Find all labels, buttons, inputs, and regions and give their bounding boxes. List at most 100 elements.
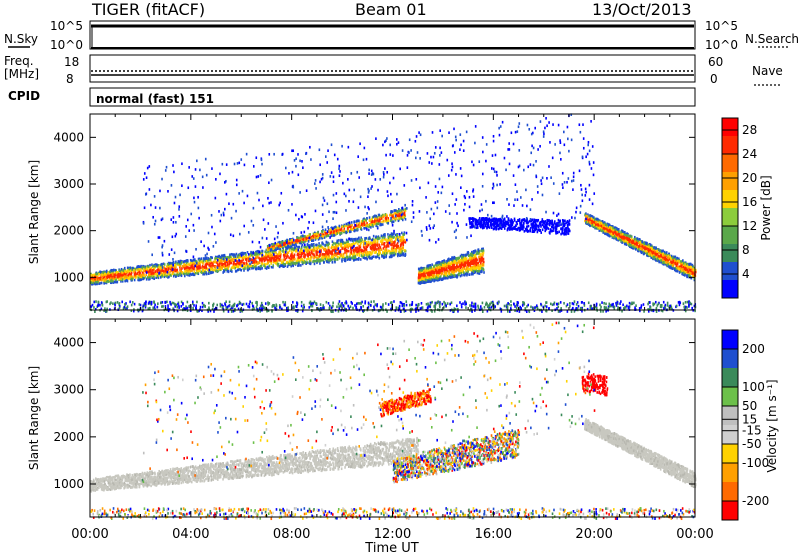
- power-cell: [364, 227, 366, 230]
- power-cell: [127, 267, 129, 270]
- power-cell: [99, 271, 101, 274]
- power-cell: [96, 278, 98, 281]
- power-cell: [398, 217, 400, 220]
- power-cell: [385, 238, 387, 241]
- power-cell: [104, 273, 106, 276]
- power-cell: [367, 241, 369, 244]
- power-cell: [380, 240, 382, 243]
- power-cell: [254, 264, 256, 267]
- cpid-label: CPID: [8, 89, 40, 103]
- power-cell: [419, 276, 421, 279]
- power-cell: [197, 267, 199, 270]
- power-cell: [375, 235, 377, 238]
- power-cell: [374, 248, 376, 251]
- power-cell: [478, 256, 480, 259]
- power-cell: [328, 230, 330, 233]
- power-cell: [116, 271, 118, 274]
- power-cell: [429, 280, 431, 283]
- power-cell: [129, 276, 131, 279]
- power-cell: [384, 242, 386, 245]
- power-cell: [124, 267, 126, 270]
- power-cell: [356, 220, 358, 223]
- power-cell: [233, 258, 235, 261]
- power-cell: [167, 267, 169, 270]
- power-cell: [343, 229, 345, 232]
- power-cell: [423, 272, 425, 275]
- power-cell: [271, 266, 273, 269]
- power-cell: [382, 216, 384, 219]
- power-cell: [383, 220, 385, 223]
- power-cell: [230, 262, 232, 265]
- header-radar: TIGER (fitACF): [91, 0, 205, 19]
- power-cell: [336, 246, 338, 249]
- power-cell: [453, 268, 455, 271]
- power-cell: [294, 247, 296, 250]
- power-cell: [322, 253, 324, 256]
- power-cell: [93, 279, 95, 282]
- power-cell: [233, 265, 235, 268]
- power-cell: [370, 226, 372, 229]
- power-cell: [178, 260, 180, 263]
- power-cell: [255, 252, 257, 255]
- power-cell: [312, 261, 314, 264]
- power-cell: [356, 247, 358, 250]
- power-cell: [393, 236, 395, 239]
- power-cell: [432, 271, 434, 274]
- power-cell: [427, 273, 429, 276]
- power-cell: [382, 223, 384, 226]
- power-cell: [350, 244, 352, 247]
- power-cell: [210, 268, 212, 271]
- power-cell: [395, 209, 397, 212]
- power-cell: [319, 237, 321, 240]
- power-cell: [403, 237, 405, 240]
- power-cell: [289, 260, 291, 263]
- nsky-tick-top: 10^5: [50, 19, 83, 33]
- power-cell: [446, 260, 448, 263]
- power-cell: [328, 246, 330, 249]
- power-cell: [169, 271, 171, 274]
- power-cell: [383, 247, 385, 250]
- power-cell: [387, 244, 389, 247]
- power-cell: [446, 265, 448, 268]
- power-cell: [306, 258, 308, 261]
- power-cell: [424, 281, 426, 284]
- power-cell: [482, 254, 484, 257]
- power-cell: [455, 257, 457, 260]
- power-cell: [245, 262, 247, 265]
- power-cell: [422, 275, 424, 278]
- power-cell: [400, 239, 402, 242]
- power-cell: [439, 278, 441, 281]
- power-cell: [385, 217, 387, 220]
- power-cell: [475, 267, 477, 270]
- power-cell: [309, 260, 311, 263]
- power-cell: [358, 240, 360, 243]
- power-cell: [300, 236, 302, 239]
- power-cell: [373, 235, 375, 238]
- nave-label: Nave: [752, 64, 783, 78]
- power-cell: [140, 278, 142, 281]
- power-cell: [382, 239, 384, 242]
- power-cell: [388, 236, 390, 239]
- power-cell: [209, 262, 211, 265]
- power-cell: [224, 254, 226, 257]
- power-cell: [423, 280, 425, 283]
- power-cell: [339, 243, 341, 246]
- power-cell: [428, 273, 430, 276]
- power-cell: [453, 264, 455, 267]
- power-cell: [454, 260, 456, 263]
- power-cell: [361, 254, 363, 257]
- power-cell: [322, 243, 324, 246]
- power-cell: [307, 243, 309, 246]
- power-cell: [365, 253, 367, 256]
- power-cell: [191, 266, 193, 269]
- power-cell: [384, 250, 386, 253]
- power-cell: [307, 250, 309, 253]
- power-cell: [190, 269, 192, 272]
- power-cell: [295, 239, 297, 242]
- power-cell: [259, 268, 261, 271]
- power-cell: [271, 254, 273, 257]
- power-cell: [188, 263, 190, 266]
- power-cell: [380, 223, 382, 226]
- power-cell: [422, 269, 424, 272]
- power-cell: [322, 235, 324, 238]
